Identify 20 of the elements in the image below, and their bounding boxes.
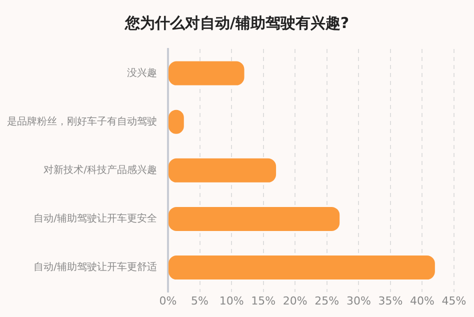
x-tick-label: 10%: [219, 294, 244, 308]
x-tick-label: 5%: [191, 294, 209, 308]
x-tick-label: 25%: [314, 294, 340, 308]
bar: [168, 256, 435, 280]
bar: [168, 206, 340, 231]
y-tick-label: 对新技术/科技产品感兴趣: [44, 164, 157, 176]
x-tick-label: 0%: [159, 294, 177, 308]
bar: [168, 158, 276, 182]
x-tick-label: 20%: [282, 294, 308, 308]
x-tick-label: 45%: [442, 294, 466, 308]
x-tick-label: 15%: [251, 294, 276, 308]
bar: [168, 61, 244, 86]
chart-title: 您为什么对自动/辅助驾驶有兴趣?: [124, 13, 350, 34]
y-tick-label: 没兴趣: [127, 66, 157, 79]
x-tick-label: 30%: [346, 294, 371, 308]
y-tick-label: 自动/辅助驾驶让开车更舒适: [34, 261, 157, 274]
y-tick-label: 自动/辅助驾驶让开车更安全: [34, 212, 157, 225]
x-tick-label: 35%: [378, 294, 403, 308]
y-tick-label: 是品牌粉丝，刚好车子有自动驾驶: [7, 115, 157, 128]
x-tick-label: 40%: [410, 294, 434, 308]
